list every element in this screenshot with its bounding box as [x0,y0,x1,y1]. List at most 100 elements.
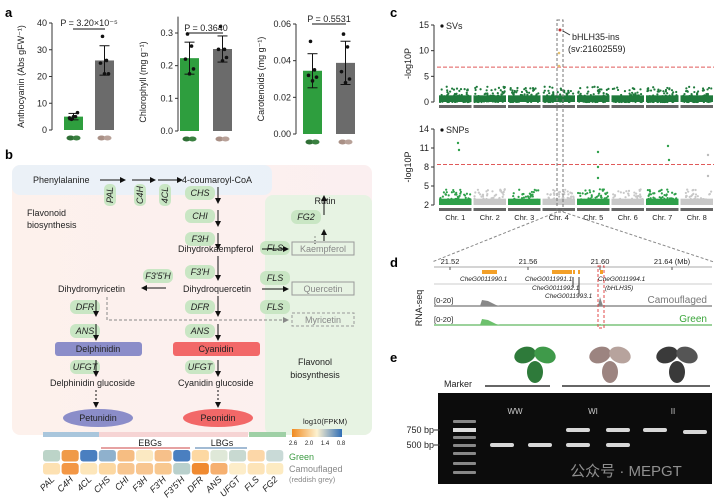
y-axis-label: -log10P [403,151,413,182]
snp-point [497,86,501,89]
snp-point [578,192,582,195]
snp-point [675,90,678,94]
heatmap-cell [43,450,61,462]
snp-point [628,92,631,95]
green-leaf-icon [72,135,81,141]
snp-point [474,92,477,95]
snp-point [491,196,495,200]
y-tick-label: 0.1 [160,93,173,103]
snp-point [691,193,694,197]
snp-point [613,194,616,197]
colorbar-tick: 2.0 [305,441,314,447]
snp-point [548,92,551,95]
data-point [339,69,344,74]
snp-point [557,195,561,198]
snp-point [605,92,608,96]
snp-point [566,196,569,199]
snp-point [486,85,489,88]
sv-point [557,51,561,55]
panel-e-gel: Marker WW WI II 750 bp 500 bp 公众号 · MEPGT [406,346,712,484]
enzyme-pill [134,184,146,206]
snp-point [649,193,653,196]
data-point [220,58,225,63]
chromosome-bar [577,208,610,211]
snp-point [503,86,506,90]
chromosome-label: Chr. 3 [514,213,534,222]
snp-point [579,92,582,95]
enzyme-label: CHS [190,188,209,198]
snp-point [566,92,569,95]
snp-point [556,91,559,94]
lead-sv-point [558,28,562,32]
snp-point [687,190,690,193]
chromosome-label: Chr. 7 [652,213,672,222]
snp-point [636,196,639,200]
reddish-leaf-icon [103,135,112,141]
snp-point [534,87,537,90]
snp-point [666,92,669,95]
enzyme-label: UFGT [73,362,99,372]
snp-point [630,91,634,94]
snp-point [451,87,454,90]
row-label-green: Green [289,452,314,462]
gene-column-label: CHI [113,474,131,492]
rna-seq-label: RNA-seq [414,290,424,327]
y-tick-label: 0.00 [273,129,291,139]
snp-point [668,88,671,91]
point-band [508,95,541,102]
snp-point [672,91,675,94]
lane-label: II [671,407,675,416]
snp-point [598,90,601,93]
point-band [646,95,679,102]
chromosome-bar [439,105,472,108]
gene-column-label: C4H [55,474,75,494]
point-band [577,198,610,205]
gene-column-label: UFGT [218,473,243,498]
snp-point [590,195,593,199]
chromosome-bar [646,208,679,211]
snp-point [450,191,454,194]
heatmap-cell [266,450,284,462]
flavonol-label: Quercetin [303,284,342,294]
snp-point [706,88,709,91]
snp-point [706,174,710,178]
snp-point [446,89,449,92]
data-point [187,72,192,76]
snp-point [572,195,575,198]
snp-point [685,89,688,93]
snp-point [638,189,641,193]
y-tick-label: 15 [419,20,429,30]
gene-column-label: 4CL [75,474,94,493]
snp-point [627,194,630,197]
y-tick-label: 14 [419,124,429,134]
snp-point [657,88,660,91]
snp-point [501,191,504,194]
bar [95,60,114,131]
row-label-camouflaged: Camouflaged [289,464,343,474]
snp-point [662,90,665,93]
snp-point [459,192,462,195]
axis-tick-label: 21.56 [519,257,538,266]
flavonol-box [291,281,355,296]
dna-band [606,443,630,447]
snp-point [516,89,519,92]
data-point [191,67,196,71]
snp-point [499,89,502,92]
y-tick-label: 0.02 [273,92,291,102]
group-bar [249,432,286,437]
snp-point [439,196,442,200]
heatmap-cell [173,450,191,462]
snp-point [584,193,587,196]
enzyme-label: ANS [190,326,210,336]
heatmap-cell [117,463,135,475]
snp-point [613,87,616,90]
snp-point [464,196,467,200]
pathway-node: Dihydroquercetin [183,284,251,294]
snp-point [604,192,607,195]
snp-point [693,90,696,94]
gene-model [600,270,603,274]
snp-point [588,191,592,194]
snp-point [685,194,688,198]
snp-point [549,193,552,196]
